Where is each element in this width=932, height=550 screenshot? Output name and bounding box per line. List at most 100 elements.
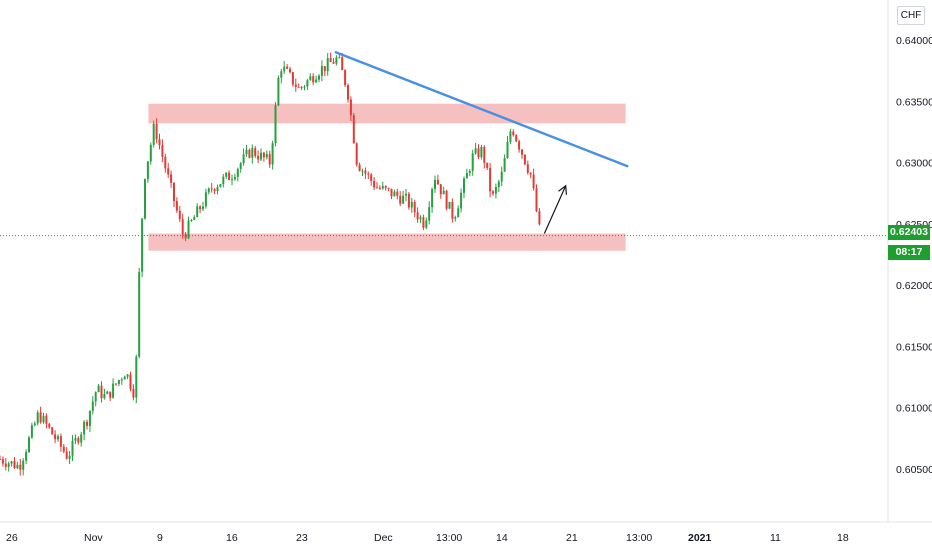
candle-body	[291, 72, 294, 85]
candle-body	[164, 156, 167, 169]
candle-body	[393, 191, 396, 197]
candle-body	[144, 179, 146, 219]
candle-body	[173, 182, 175, 202]
candle-body	[178, 210, 181, 220]
candle-body	[535, 188, 538, 212]
candle-body	[59, 436, 62, 447]
candle-body	[268, 154, 271, 165]
candle-body	[309, 76, 312, 81]
candle-body	[228, 172, 231, 181]
candle-body	[323, 66, 326, 72]
candle-body	[155, 123, 158, 140]
candle-body	[239, 163, 242, 169]
candle-body	[152, 123, 155, 145]
candle-body	[474, 148, 477, 154]
candle-body	[497, 181, 500, 187]
candle-body	[407, 193, 410, 208]
candle-body	[503, 158, 506, 172]
time-tick-label: 18	[837, 532, 849, 544]
candle-body	[103, 393, 106, 399]
candle-body	[112, 383, 115, 398]
candle-body	[506, 141, 509, 159]
candle-body	[91, 401, 94, 411]
time-axis[interactable]: 26 Nov 9 16 23 Dec 13:00 14 21 13:00 2021 11 18	[6, 532, 849, 544]
candle-body	[538, 211, 541, 225]
candle-body	[405, 193, 407, 196]
candle-body	[410, 202, 413, 208]
price-tick-label: 0.63000	[896, 158, 932, 170]
candle-body	[175, 201, 178, 211]
time-tick-label: 23	[296, 532, 308, 544]
candle-body	[512, 131, 515, 136]
candle-body	[193, 217, 196, 220]
candles-layer	[0, 52, 541, 476]
candle-body	[0, 458, 1, 460]
time-tick-label: Dec	[374, 532, 393, 544]
currency-button[interactable]: CHF	[897, 6, 925, 25]
candle-body	[477, 148, 480, 158]
candle-body	[74, 438, 77, 441]
candle-body	[245, 149, 248, 155]
candle-body	[315, 79, 318, 83]
candle-body	[199, 206, 202, 210]
candle-body	[225, 172, 228, 177]
candle-body	[329, 58, 332, 62]
candle-body	[413, 202, 416, 213]
candle-body	[402, 195, 405, 204]
candle-body	[80, 434, 83, 443]
resistance-zone	[148, 103, 626, 124]
candle-body	[471, 153, 474, 172]
candle-body	[83, 421, 86, 435]
candle-body	[483, 146, 486, 163]
candle-body	[57, 436, 59, 440]
candle-body	[123, 376, 126, 380]
time-tick-label: 26	[6, 532, 18, 544]
time-tick-label: 2021	[688, 532, 712, 544]
candle-body	[196, 206, 199, 218]
candle-body	[306, 80, 309, 87]
price-tick-label: 0.63500	[896, 96, 932, 108]
candle-body	[521, 149, 523, 155]
candle-body	[146, 161, 149, 180]
candle-body	[338, 57, 341, 59]
candle-body	[167, 168, 170, 175]
candle-body	[120, 379, 123, 381]
candle-body	[364, 170, 367, 174]
candle-body	[523, 154, 526, 165]
candle-body	[381, 185, 384, 189]
candle-body	[460, 192, 463, 209]
candle-body	[158, 139, 161, 146]
candle-body	[170, 174, 173, 183]
candle-body	[419, 217, 422, 220]
candle-body	[378, 187, 381, 189]
candle-body	[22, 460, 25, 470]
candle-body	[248, 149, 251, 158]
time-tick-label: 13:00	[626, 532, 652, 544]
candle-body	[30, 425, 33, 438]
candle-body	[48, 423, 51, 428]
candle-body	[33, 423, 36, 426]
candle-body	[51, 427, 54, 435]
candle-body	[202, 206, 204, 210]
candle-body	[161, 145, 164, 157]
candle-body	[216, 187, 219, 192]
candle-body	[396, 191, 399, 196]
time-tick-label: 13:00	[436, 532, 462, 544]
candle-body	[42, 415, 45, 423]
candle-body	[480, 146, 483, 158]
candle-body	[222, 176, 225, 185]
candle-body	[210, 188, 213, 190]
candle-body	[494, 186, 497, 194]
descending-trendline	[334, 51, 629, 168]
time-tick-label: 11	[770, 532, 781, 544]
candle-body	[445, 190, 448, 209]
candle-body	[213, 189, 216, 192]
candle-body	[117, 380, 120, 385]
candle-body	[106, 391, 109, 394]
candle-body	[518, 141, 521, 150]
price-tick-label: 0.61500	[896, 341, 932, 353]
candle-body	[68, 455, 71, 459]
candle-body	[289, 68, 291, 73]
candle-body	[532, 174, 535, 189]
